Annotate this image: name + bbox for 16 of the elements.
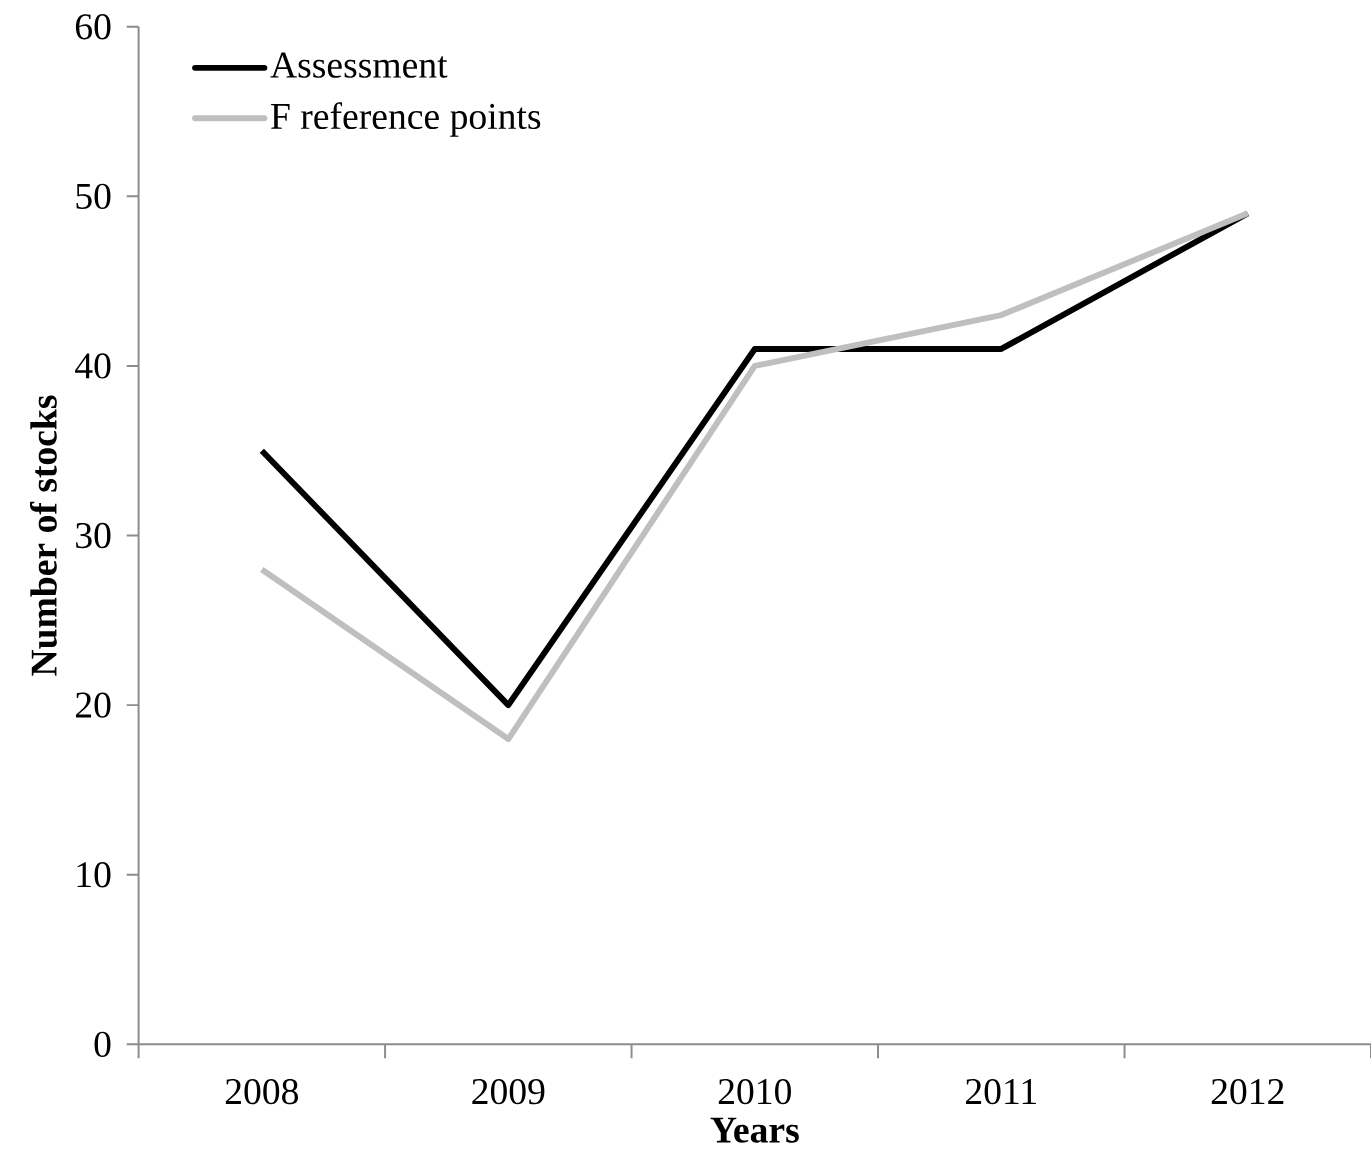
legend-label: Assessment bbox=[270, 52, 448, 78]
x-tick-label: 2008 bbox=[225, 1078, 298, 1105]
x-tick-label: 2011 bbox=[966, 1078, 1036, 1105]
legend-label: F reference points bbox=[271, 102, 541, 137]
x-axis-title: Years bbox=[710, 1117, 799, 1143]
y-tick-label: 40 bbox=[75, 353, 111, 379]
y-tick-label: 20 bbox=[75, 692, 111, 718]
y-tick-label: 10 bbox=[77, 862, 111, 888]
x-tick-label: 2010 bbox=[718, 1078, 791, 1105]
y-tick-label: 60 bbox=[75, 14, 111, 40]
y-tick-label: 30 bbox=[76, 522, 111, 549]
x-tick-label: 2009 bbox=[472, 1078, 545, 1105]
y-axis-title: Number of stocks bbox=[29, 395, 57, 676]
x-tick-label: 2012 bbox=[1211, 1078, 1284, 1105]
y-tick-label: 50 bbox=[76, 183, 111, 210]
y-tick-label: 0 bbox=[94, 1031, 111, 1058]
